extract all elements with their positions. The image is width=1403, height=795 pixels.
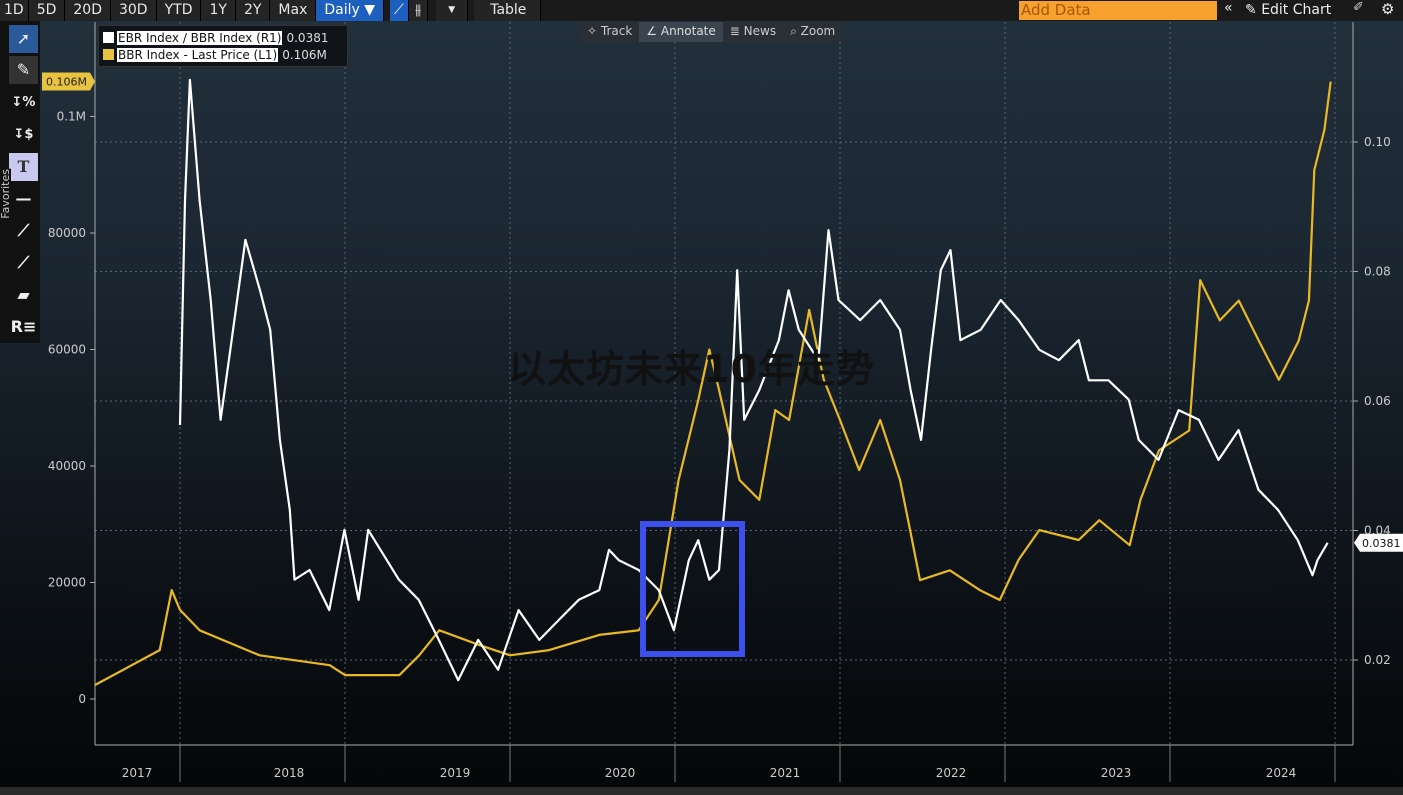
x-tick-label: 2024 [1266, 766, 1297, 780]
right-tick-label: 0.10 [1364, 135, 1391, 149]
legend-value: 0.106M [282, 47, 327, 62]
range-30d[interactable]: 30D [110, 0, 157, 21]
left-last-tag [42, 72, 95, 91]
text-tool-icon[interactable]: T [9, 153, 38, 181]
retracement-icon[interactable]: R≡ [10, 317, 37, 336]
range-1d[interactable]: 1D [0, 0, 29, 21]
legend-value: 0.0381 [286, 30, 329, 45]
zoom-label: Zoom [800, 24, 836, 38]
bottom-bar [0, 787, 1403, 795]
legend-label: EBR Index / BBR Index (R1) [117, 30, 283, 45]
ray-line-icon[interactable]: ⟋ [17, 253, 30, 272]
x-tick-label: 2020 [605, 766, 636, 780]
legend-swatch [103, 49, 114, 60]
left-tick-label: 20000 [48, 576, 86, 590]
news-button[interactable]: ≣ News [729, 24, 777, 38]
left-tick-label: 40000 [48, 459, 86, 473]
annotate-label: Annotate [660, 24, 716, 38]
line-chart-icon[interactable]: ⟋ [390, 0, 409, 21]
legend-label: BBR Index - Last Price (L1) [117, 47, 279, 62]
edit-chart-label: Edit Chart [1261, 2, 1332, 18]
bar-chart-icon[interactable]: ⫵ [408, 0, 429, 21]
legend-swatch [103, 32, 114, 43]
x-tick-label: 2019 [440, 766, 471, 780]
add-data-input[interactable]: Add Data [1019, 1, 1217, 20]
range-max[interactable]: Max [270, 0, 317, 21]
legend-item-price[interactable]: BBR Index - Last Price (L1) 0.106M [103, 46, 343, 63]
annotate-button[interactable]: ∠ Annotate [639, 22, 723, 42]
price-series-line [94, 81, 1332, 686]
chart-area[interactable] [0, 21, 1403, 787]
chart-type-dropdown-icon[interactable]: ▼ [436, 0, 469, 21]
floating-toolbar: ✧ Track ∠ Annotate ≣ News ⌕ Zoom [580, 22, 843, 42]
left-last-tag-label: 0.106M [46, 76, 87, 89]
range-ytd[interactable]: YTD [156, 0, 202, 21]
horizontal-line-icon[interactable]: — [15, 189, 32, 208]
zoom-button[interactable]: ⌕ Zoom [790, 24, 836, 38]
left-tick-label: 0.1M [57, 110, 86, 124]
x-tick-label: 2021 [770, 766, 801, 780]
left-tick-label: 80000 [48, 226, 86, 240]
right-tick-label: 0.06 [1364, 394, 1391, 408]
right-tick-label: 0.08 [1364, 265, 1391, 279]
pencil-tool-icon[interactable]: ✎ [9, 56, 38, 84]
range-2y[interactable]: 2Y [235, 0, 271, 21]
pencil-icon: ✎ [1245, 2, 1262, 18]
right-tick-label: 0.02 [1364, 653, 1391, 667]
track-label: Track [600, 24, 633, 38]
right-last-tag-label: 0.0381 [1362, 537, 1401, 550]
range-20d[interactable]: 20D [65, 0, 111, 21]
collapse-icon[interactable]: « [1224, 0, 1233, 16]
range-5d[interactable]: 5D [28, 0, 66, 21]
left-tick-label: 0 [78, 692, 86, 706]
left-toolbar: ➚ ✎ ↧% ↧$ T — ⟋ ⟋ ▰ R≡ Favorites [0, 21, 40, 343]
series-lines [94, 78, 1332, 686]
annotate-edit-icon[interactable]: ✐ [1353, 0, 1364, 15]
annotation-box[interactable] [640, 521, 745, 657]
x-tick-label: 2023 [1101, 766, 1132, 780]
axes: 2017 2018 2019 2020 2021 2022 2023 20240.020.04… [42, 22, 1403, 782]
frequency-dropdown[interactable]: Daily ▼ [316, 0, 385, 21]
track-button[interactable]: ✧ Track [587, 24, 633, 38]
ratio-series-line [178, 78, 1329, 682]
table-button[interactable]: Table [474, 0, 542, 21]
trendline-icon[interactable]: ⟋ [17, 221, 30, 240]
edit-chart-button[interactable]: ✎ Edit Chart [1245, 0, 1331, 21]
right-last-tag [1354, 533, 1403, 552]
watermark-text: 以太坊未来10年走势 [508, 347, 875, 391]
range-1y[interactable]: 1Y [201, 0, 236, 21]
gear-icon[interactable]: ⚙ [1381, 0, 1395, 18]
x-tick-label: 2017 [122, 766, 153, 780]
pointer-icon[interactable]: ➚ [9, 25, 38, 53]
x-tick-label: 2018 [274, 766, 305, 780]
favorites-label[interactable]: Favorites [0, 169, 12, 219]
percent-annotation-icon[interactable]: ↧% [11, 95, 36, 110]
channel-icon[interactable]: ▰ [17, 285, 30, 304]
x-tick-label: 2022 [936, 766, 967, 780]
top-toolbar: 1D 5D 20D 30D YTD 1Y 2Y Max Daily ▼ ⟋ ⫵ … [0, 0, 1403, 21]
legend: EBR Index / BBR Index (R1) 0.0381 BBR Ind… [98, 25, 348, 67]
legend-item-ratio[interactable]: EBR Index / BBR Index (R1) 0.0381 [103, 29, 343, 46]
left-tick-label: 60000 [48, 343, 86, 357]
news-label: News [743, 24, 777, 38]
dollar-annotation-icon[interactable]: ↧$ [13, 127, 34, 142]
